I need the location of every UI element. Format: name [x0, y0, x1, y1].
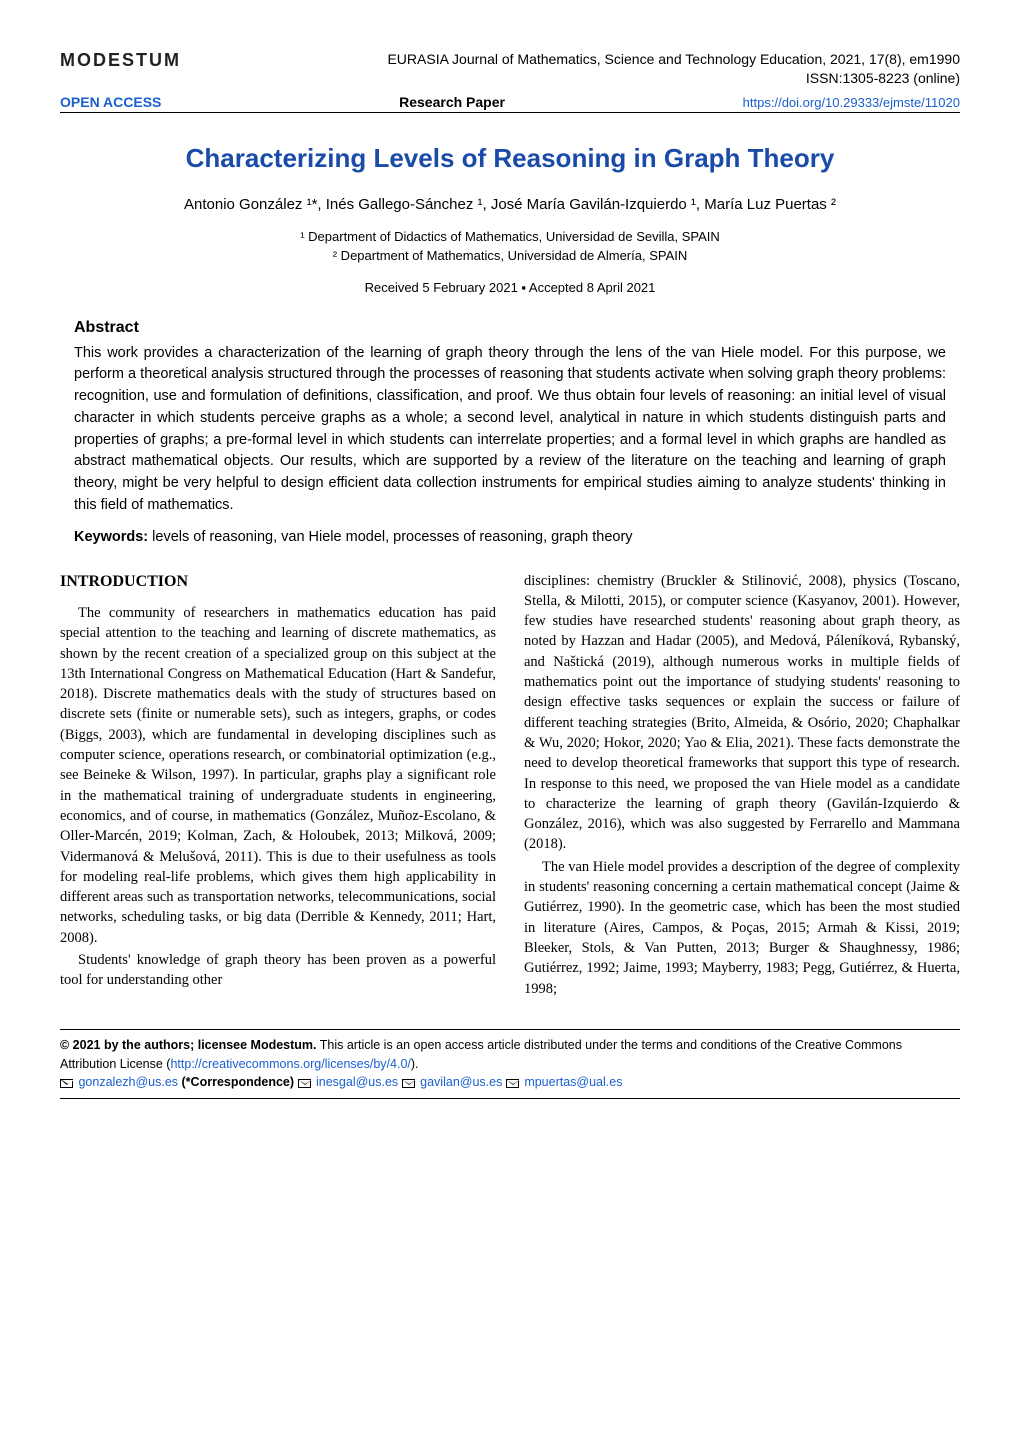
abstract-heading: Abstract — [74, 319, 946, 337]
issn: ISSN:1305-8223 (online) — [387, 70, 960, 86]
affiliation-1: ¹ Department of Didactics of Mathematics… — [60, 227, 960, 247]
body-paragraph: Students' knowledge of graph theory has … — [60, 950, 496, 991]
publisher-logo: MODESTUM — [60, 50, 181, 71]
email-link[interactable]: gonzalezh@us.es — [78, 1075, 178, 1089]
column-left: INTRODUCTION The community of researcher… — [60, 571, 496, 1001]
footer-license: © 2021 by the authors; licensee Modestum… — [60, 1029, 960, 1099]
body-paragraph: The van Hiele model provides a descripti… — [524, 857, 960, 999]
body-paragraph: The community of researchers in mathemat… — [60, 603, 496, 948]
mail-icon — [298, 1079, 311, 1088]
keywords-label: Keywords: — [74, 529, 148, 545]
abstract-text: This work provides a characterization of… — [74, 343, 946, 517]
introduction-heading: INTRODUCTION — [60, 571, 496, 593]
authors-line: Antonio González ¹*, Inés Gallego-Sánche… — [60, 196, 960, 213]
paper-type-label: Research Paper — [399, 94, 505, 110]
license-bold: © 2021 by the authors; licensee Modestum… — [60, 1038, 317, 1052]
license-close: ). — [411, 1057, 419, 1071]
mail-icon — [402, 1079, 415, 1088]
email-link[interactable]: mpuertas@ual.es — [524, 1075, 622, 1089]
email-link[interactable]: gavilan@us.es — [420, 1075, 502, 1089]
open-access-label: OPEN ACCESS — [60, 94, 161, 110]
paper-title: Characterizing Levels of Reasoning in Gr… — [60, 143, 960, 174]
body-paragraph: disciplines: chemistry (Bruckler & Stili… — [524, 571, 960, 855]
mail-icon — [506, 1079, 519, 1088]
keywords-line: Keywords: levels of reasoning, van Hiele… — [74, 529, 946, 545]
email-link[interactable]: inesgal@us.es — [316, 1075, 398, 1089]
journal-info: EURASIA Journal of Mathematics, Science … — [387, 50, 960, 70]
dates-line: Received 5 February 2021 ▪ Accepted 8 Ap… — [60, 280, 960, 295]
doi-link[interactable]: https://doi.org/10.29333/ejmste/11020 — [743, 95, 960, 110]
mail-icon — [60, 1079, 73, 1088]
column-right: disciplines: chemistry (Bruckler & Stili… — [524, 571, 960, 1001]
affiliation-2: ² Department of Mathematics, Universidad… — [60, 246, 960, 266]
correspondence-label: (*Correspondence) — [178, 1075, 297, 1089]
license-url[interactable]: http://creativecommons.org/licenses/by/4… — [170, 1057, 410, 1071]
keywords-values: levels of reasoning, van Hiele model, pr… — [148, 529, 632, 545]
